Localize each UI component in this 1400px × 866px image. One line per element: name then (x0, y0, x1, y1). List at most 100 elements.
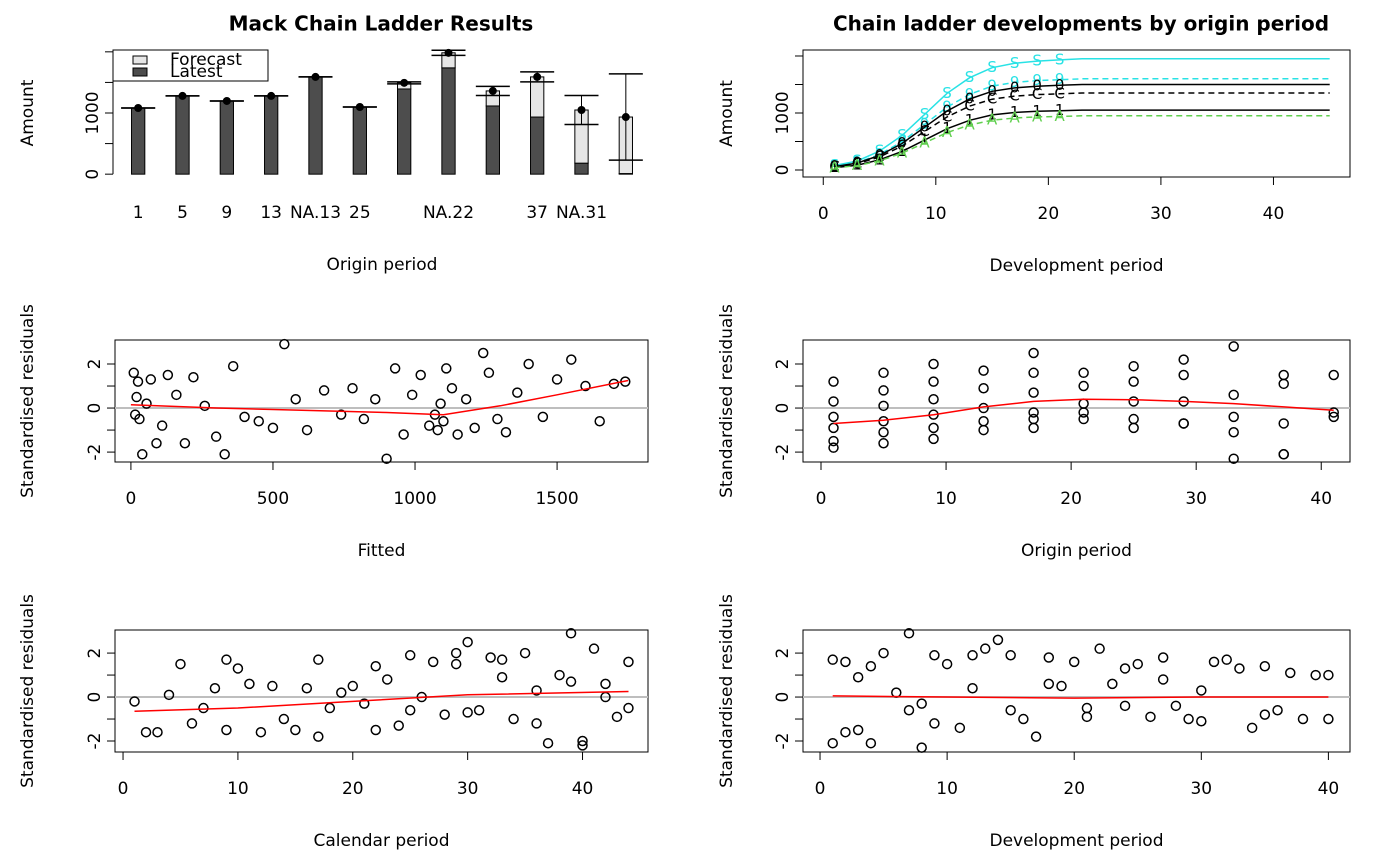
y-tick-label: 0 (773, 403, 793, 414)
residual-point (398, 429, 409, 440)
residual-point (186, 718, 198, 729)
total-point (488, 86, 497, 95)
residual-point (978, 382, 989, 394)
x-axis-title: Development period (989, 831, 1163, 851)
point-marker: 1 (1010, 103, 1020, 121)
residual-point (450, 658, 462, 670)
smooth-line (130, 379, 629, 416)
point-marker: 9 (1032, 71, 1042, 89)
residual-point (1056, 680, 1067, 692)
bar-segment (441, 67, 456, 175)
residual-point (1028, 387, 1039, 398)
x-tick-label: NA.31 (556, 203, 607, 223)
residual-point (903, 628, 915, 639)
point-marker: S (1055, 50, 1065, 68)
residual-point (1221, 654, 1232, 665)
y-tick-label: -2 (85, 733, 105, 750)
point-marker: S (830, 156, 840, 174)
point-marker: S (920, 105, 930, 123)
residual-point (1259, 661, 1271, 672)
total-point (134, 103, 143, 112)
point-marker: A (942, 123, 953, 141)
total-point (444, 48, 453, 57)
residual-point (1297, 713, 1309, 725)
x-tick-label: 20 (1060, 489, 1082, 509)
residual-point (565, 676, 577, 687)
residual-point (508, 713, 519, 725)
residual-point (1028, 407, 1039, 418)
residual-point (978, 365, 989, 376)
residual-point (1107, 678, 1118, 690)
point-marker: S (965, 68, 975, 86)
point-marker: C (852, 154, 862, 172)
point-marker: A (829, 158, 840, 176)
residual-point (381, 674, 393, 685)
point-marker: C (897, 137, 907, 155)
residual-point (1183, 713, 1194, 725)
panel: Chain ladder developments by origin peri… (717, 12, 1351, 276)
residual-point (967, 650, 978, 661)
residual-point (967, 683, 978, 694)
residual-point (992, 634, 1004, 646)
x-tick-label: 9 (221, 203, 232, 223)
residual-point (404, 704, 416, 716)
residual-point (477, 347, 489, 359)
residual-point (152, 726, 163, 738)
bar-segment (397, 88, 412, 175)
residual-point (427, 656, 439, 668)
residual-point (1132, 658, 1144, 670)
legend-label: Forecast (170, 50, 242, 70)
residual-point (253, 416, 265, 427)
plot-box (802, 629, 1351, 753)
residual-point (163, 689, 175, 701)
point-marker: 1 (965, 111, 975, 129)
residual-point (483, 367, 495, 379)
point-marker: 0 (875, 146, 885, 164)
x-tick-label: 30 (1150, 204, 1172, 224)
residual-point (840, 656, 851, 668)
point-marker: S (1010, 54, 1020, 72)
panel: Fitted Standardised residuals -2 0 2 0 500 1000… (18, 304, 649, 561)
point-marker: 9 (942, 98, 952, 116)
y-tick-label: 2 (85, 359, 105, 370)
point-marker: 0 (897, 134, 907, 152)
residual-point (929, 718, 940, 729)
residual-point (1278, 378, 1289, 390)
residual-point (878, 438, 889, 449)
residual-point (1323, 713, 1334, 725)
residual-point (318, 385, 330, 396)
y-tick-label: 0 (85, 403, 105, 414)
point-marker: C (874, 147, 884, 165)
residual-point (415, 369, 426, 381)
residual-point (577, 740, 588, 751)
residual-point (852, 672, 864, 683)
residual-point (554, 669, 565, 681)
residual-point (232, 663, 244, 674)
residual-point (828, 435, 839, 447)
residual-point (423, 420, 435, 431)
residual-point (393, 720, 404, 731)
residual-point (313, 654, 324, 665)
residual-point (1028, 347, 1039, 359)
residual-point (227, 360, 239, 372)
residual-point (1068, 656, 1080, 668)
point-marker: 0 (965, 90, 975, 108)
residual-point (175, 658, 186, 670)
point-marker: C (1009, 87, 1019, 105)
residual-point (406, 389, 418, 401)
point-marker: 9 (987, 77, 997, 95)
residual-point (140, 726, 152, 738)
x-tick-label: 10 (925, 204, 947, 224)
residual-point (1228, 411, 1239, 423)
residual-point (370, 661, 382, 672)
residual-point (188, 371, 199, 383)
legend-label: Latest (170, 62, 223, 82)
residual-point (336, 687, 347, 698)
residual-point (828, 376, 839, 387)
residual-point (221, 654, 232, 665)
residual-point (1078, 380, 1089, 392)
residual-point (267, 680, 278, 692)
residual-point (441, 363, 452, 374)
